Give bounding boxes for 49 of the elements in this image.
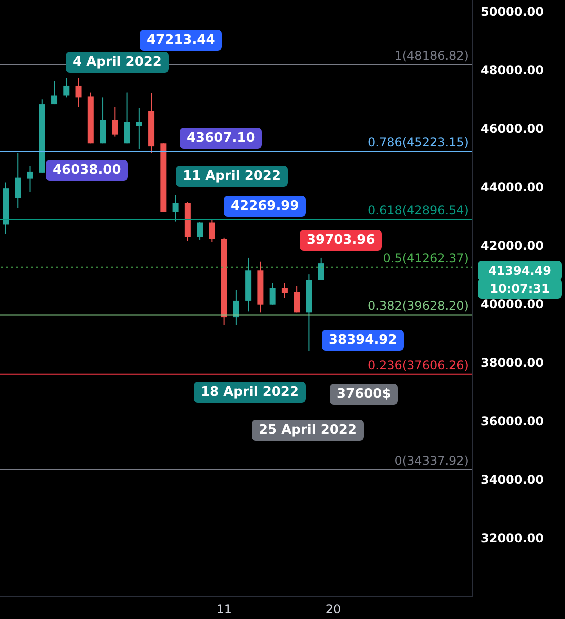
y-tick-label: 38000.00 [481, 356, 544, 370]
y-tick-label: 32000.00 [481, 532, 544, 546]
y-tick-label: 36000.00 [481, 414, 544, 429]
annotation: 42269.99 [224, 196, 306, 217]
annotation: 4 April 2022 [66, 52, 169, 73]
candlestick [282, 282, 288, 299]
ref-line-label: 0.382(39628.20) [368, 299, 469, 314]
y-tick-label: 50000.00 [481, 4, 544, 19]
ref-line-label: 1(48186.82) [394, 48, 469, 63]
candlestick [76, 78, 82, 108]
text: 10:07:31 [478, 279, 562, 299]
candlestick [172, 194, 179, 222]
text: 41394.49 [478, 261, 562, 281]
y-tick-label: 42000.00 [481, 239, 544, 254]
y-tick-label: 40000.00 [481, 298, 544, 312]
annotation: 46038.00 [46, 160, 128, 181]
annotation: 39703.96 [300, 230, 382, 251]
annotation: 11 April 2022 [176, 166, 288, 187]
ref-line-label: 0.5(41262.37) [383, 251, 469, 266]
annotation: 47213.44 [140, 30, 222, 51]
annotation: 43607.10 [180, 128, 262, 149]
candlestick [209, 219, 216, 243]
annotation: 25 April 2022 [252, 420, 364, 441]
y-tick-label: 46000.00 [481, 122, 544, 136]
y-tick-label: 48000.00 [481, 63, 544, 78]
x-tick-label: 20 [326, 602, 342, 617]
candlestick [124, 92, 130, 144]
candlestick [233, 290, 240, 326]
ref-line-label: 0.618(42896.54) [368, 204, 469, 218]
candlestick [294, 286, 300, 314]
y-tick-label: 44000.00 [481, 180, 544, 195]
candlestick [15, 152, 22, 209]
ref-line-label: 0(34337.92) [394, 454, 469, 468]
x-tick-label: 11 [216, 602, 232, 617]
candlestick [27, 166, 34, 193]
ref-line-label: 0.236(37606.26) [368, 358, 469, 372]
candlestick [112, 106, 118, 138]
candlestick [270, 282, 276, 306]
y-tick-label: 34000.00 [481, 473, 544, 488]
candlestick [318, 257, 324, 281]
ref-line-label: 0.786(45223.15) [368, 136, 469, 150]
candlestick [197, 222, 204, 240]
candlestick [100, 97, 106, 144]
candlestick [64, 78, 70, 98]
annotation: 37600$ [330, 384, 398, 405]
candlestick [52, 80, 58, 106]
candlestick [136, 108, 142, 150]
annotation: 18 April 2022 [194, 382, 306, 403]
annotation: 38394.92 [322, 330, 404, 351]
